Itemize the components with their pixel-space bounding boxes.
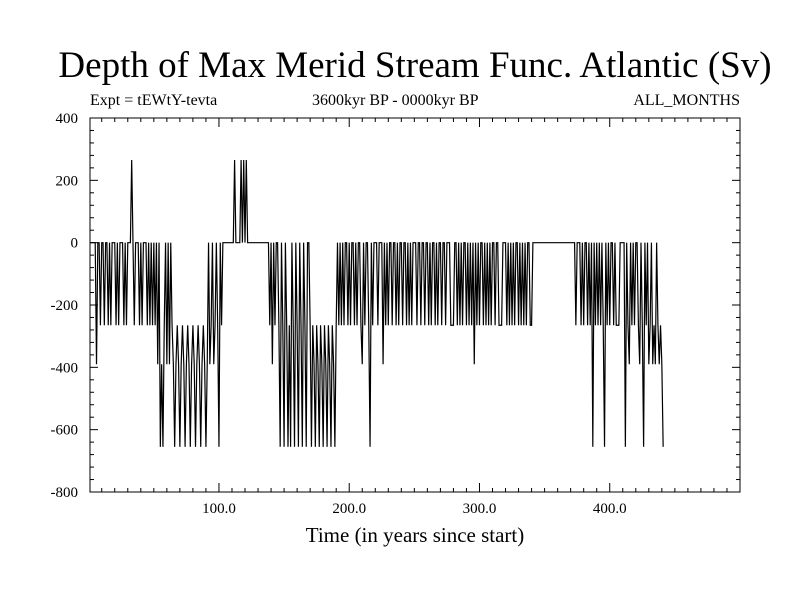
x-tick-label: 200.0 [332, 501, 366, 517]
series-line [90, 160, 664, 447]
experiment-label: Expt = tEWtY-tevta [90, 92, 218, 109]
y-tick-label: 0 [71, 236, 79, 252]
y-tick-label: 400 [56, 111, 79, 127]
chart-title: Depth of Max Merid Stream Func. Atlantic… [58, 45, 772, 86]
y-tick-label: -200 [51, 298, 79, 314]
y-tick-label: -800 [51, 485, 79, 501]
tick-labels-layer: 400 200 0 -200 -400 -600 -800 100.0 200.0 300.0 40… [51, 111, 627, 517]
x-axis-label: Time (in years since start) [305, 523, 525, 547]
y-tick-label: -600 [51, 423, 79, 439]
x-tick-label: 300.0 [463, 501, 497, 517]
y-tick-label: 200 [56, 173, 79, 189]
time-range-label: 3600kyr BP - 0000kyr BP [312, 92, 479, 109]
months-label: ALL_MONTHS [633, 92, 740, 109]
data-layer [90, 160, 664, 447]
plot-frame [89, 117, 741, 493]
y-tick-label: -400 [51, 360, 79, 376]
x-tick-label: 100.0 [202, 501, 236, 517]
x-tick-label: 400.0 [593, 501, 627, 517]
